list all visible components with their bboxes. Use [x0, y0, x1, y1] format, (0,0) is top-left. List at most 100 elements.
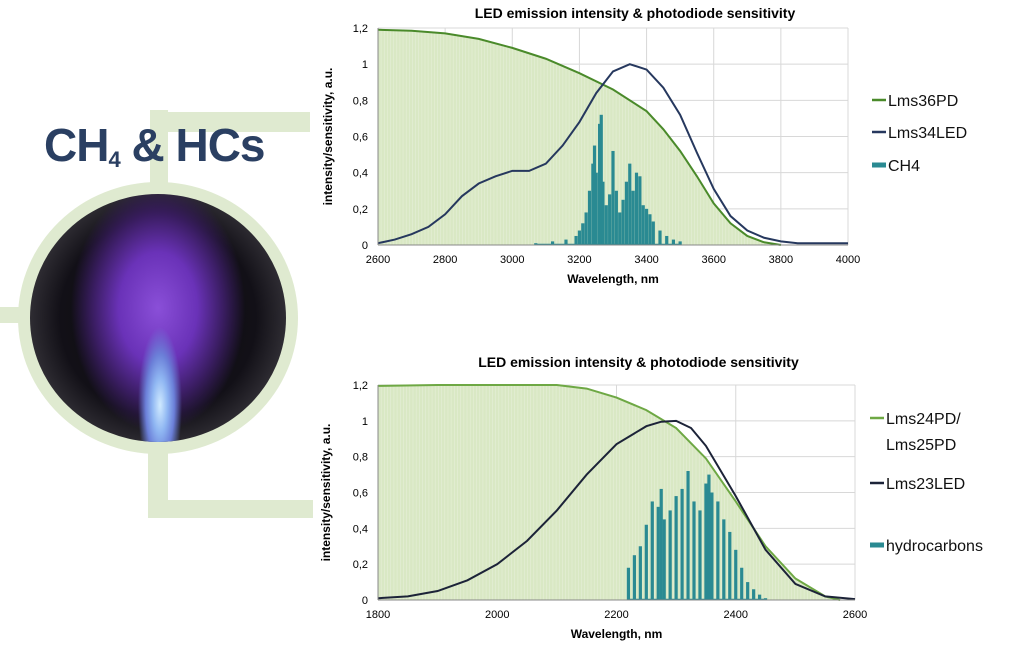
brand-title-main: CH [44, 119, 109, 171]
spike-bar [707, 474, 711, 600]
spike-bar [594, 172, 598, 245]
legend-label: Lms34LED [888, 125, 967, 142]
spike-bar [621, 199, 625, 245]
spike-bar [641, 205, 645, 245]
spike-bar [638, 176, 642, 245]
spike-bar [668, 510, 672, 600]
spike-bar [692, 501, 696, 600]
spike-bar [662, 519, 666, 600]
x-tick-label: 2000 [485, 609, 509, 621]
decorative-line [148, 445, 168, 517]
flame-orb-image [18, 182, 298, 454]
spike-bar [734, 549, 738, 600]
x-tick-label: 3600 [701, 254, 725, 266]
spike-bar [671, 239, 676, 245]
spike-bar [599, 114, 603, 245]
chart-1: 0 0,2 0,4 0,6 0,8 1 1,2 2600 2800 3000 3200 3400 360… [321, 5, 967, 286]
legend-label: Lms25PD [886, 437, 956, 454]
y-axis-label: intensity/sensitivity, a.u. [321, 68, 335, 206]
spike-bar [656, 506, 660, 600]
y-tick-label: 0 [362, 595, 368, 607]
spike-bar [614, 190, 618, 245]
x-tick-label: 3200 [567, 254, 591, 266]
x-tick-label: 2600 [366, 254, 390, 266]
y-tick-label: 0,6 [353, 488, 368, 500]
spike-bar [740, 567, 744, 600]
y-tick-label: 0,8 [353, 95, 368, 107]
x-axis-label: Wavelength, nm [571, 627, 663, 641]
spike-bar [634, 172, 639, 245]
spike-bar [680, 488, 684, 600]
spike-bar [550, 241, 555, 245]
x-tick-label: 1800 [366, 609, 390, 621]
legend-label: Lms23LED [886, 476, 965, 493]
spike-bar [601, 181, 605, 245]
y-tick-label: 0,6 [353, 132, 368, 144]
series-line-2 [377, 419, 856, 601]
legend-label: CH4 [888, 158, 920, 175]
x-tick-label: 2400 [724, 609, 748, 621]
spike-bar [716, 501, 720, 600]
brand-title: CH4 & HCs [44, 118, 284, 173]
y-tick-label: 0 [362, 240, 368, 252]
spike-bar [564, 239, 568, 245]
x-tick-label: 3800 [769, 254, 793, 266]
legend-label: Lms36PD [888, 93, 958, 110]
spike-bar [674, 496, 678, 600]
spike-bar [686, 471, 690, 600]
chart-title: LED emission intensity & photodiode sens… [478, 354, 799, 370]
x-tick-label: 3000 [500, 254, 524, 266]
y-tick-label: 1 [362, 59, 368, 71]
y-axis-label: intensity/sensitivity, a.u. [319, 424, 333, 562]
spike-bar [592, 145, 597, 245]
spike-bar [628, 163, 632, 245]
spike-bar [591, 163, 595, 245]
y-tick-label: 0,2 [353, 559, 368, 571]
spike-bar [746, 582, 750, 600]
x-axis-label: Wavelength, nm [567, 272, 659, 286]
spike-bar [618, 212, 622, 245]
series-line-2 [377, 63, 848, 245]
x-tick-label: 3400 [634, 254, 658, 266]
spike-bar [644, 208, 649, 245]
spike-bar [581, 223, 585, 245]
flame-icon [138, 314, 182, 442]
brand-title-subscript: 4 [108, 147, 120, 172]
brand-title-rest: & HCs [119, 119, 265, 171]
legend-label: hydrocarbons [886, 538, 983, 555]
spike-bar [758, 594, 762, 600]
spike-bar [728, 531, 732, 600]
spike-bar [597, 123, 602, 245]
spike-bar [638, 546, 642, 600]
y-tick-label: 1,2 [353, 23, 368, 35]
spike-bar [632, 555, 636, 600]
y-tick-label: 1,2 [353, 380, 368, 392]
spike-bar [626, 567, 631, 600]
decorative-line [150, 112, 310, 132]
spike-bar [710, 492, 714, 600]
spike-bar [604, 205, 608, 245]
x-tick-label: 2800 [433, 254, 457, 266]
spike-bar [678, 241, 682, 245]
spike-bar [698, 510, 702, 600]
x-tick-label: 2200 [604, 609, 628, 621]
y-tick-label: 0,4 [353, 168, 368, 180]
spike-bar [651, 221, 655, 245]
spike-bar [624, 181, 629, 245]
spike-bar [631, 190, 635, 245]
y-tick-label: 0,4 [353, 523, 368, 535]
spike-bar [722, 519, 726, 600]
spike-bar [658, 230, 662, 245]
spike-bar [648, 214, 652, 245]
spike-bar [587, 190, 592, 245]
y-tick-label: 0,2 [353, 204, 368, 216]
spike-bar [665, 235, 669, 245]
chart-2: 0 0,2 0,4 0,6 0,8 1 1,2 1800 2000 2200 2400 2600 LED… [319, 354, 983, 641]
spike-bar [611, 150, 615, 245]
spike-bar [577, 230, 582, 245]
y-tick-label: 1 [362, 416, 368, 428]
legend-label: Lms24PD/ [886, 411, 961, 428]
spike-bar [752, 589, 756, 600]
spike-bar [650, 501, 654, 600]
